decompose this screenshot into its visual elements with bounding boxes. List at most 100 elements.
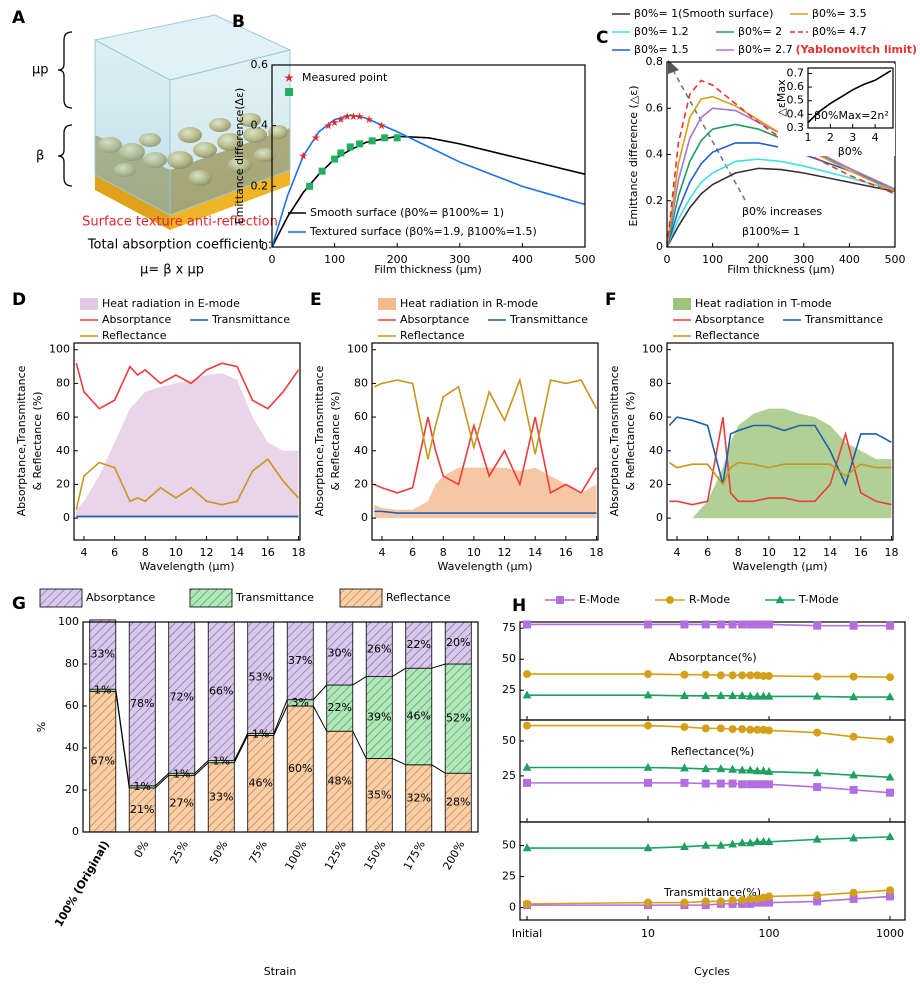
marker xyxy=(523,721,532,730)
value-label: 39% xyxy=(367,711,391,724)
marker xyxy=(306,182,314,190)
layer-label: β xyxy=(36,149,44,164)
legend-label: Absorptance xyxy=(695,313,765,326)
marker xyxy=(701,779,710,788)
line xyxy=(527,836,891,849)
marker xyxy=(753,671,762,680)
marker xyxy=(522,690,532,699)
marker xyxy=(368,137,376,145)
subplot-title: Transmittance(%) xyxy=(663,886,761,899)
y-tick-label: 0 xyxy=(361,511,368,524)
marker xyxy=(737,765,747,774)
marker xyxy=(522,762,532,771)
annotation: β100%= 1 xyxy=(742,225,800,238)
marker xyxy=(738,671,747,680)
connector xyxy=(233,735,249,763)
y-tick-label: 0.2 xyxy=(251,179,269,192)
marker xyxy=(701,840,711,849)
marker xyxy=(746,725,755,734)
y-tick-label: 0 xyxy=(656,240,663,253)
bar-segment xyxy=(405,667,433,766)
y-tick-label: 25 xyxy=(502,683,516,696)
marker xyxy=(728,779,737,788)
marker xyxy=(523,778,532,787)
legend-symbol xyxy=(39,588,83,608)
value-label: 30% xyxy=(328,647,352,660)
marker xyxy=(716,671,725,680)
legend-symbol xyxy=(775,595,785,604)
marker xyxy=(764,691,774,700)
marker xyxy=(342,112,352,121)
legend-symbol xyxy=(673,298,691,310)
connector xyxy=(194,762,209,776)
connector xyxy=(115,689,130,786)
marker xyxy=(716,779,725,788)
line xyxy=(527,766,891,779)
bar-segment xyxy=(286,705,314,833)
marker xyxy=(886,621,895,630)
legend-symbol xyxy=(378,298,396,310)
x-tick-label: 10 xyxy=(169,546,183,559)
marker xyxy=(701,764,711,773)
y-axis-label: Absorptance,Transmittance xyxy=(608,365,621,516)
marker xyxy=(886,735,895,744)
line xyxy=(527,694,891,698)
x-tick-label: 12 xyxy=(793,546,807,559)
x-tick-label: 400 xyxy=(839,253,860,266)
marker xyxy=(764,766,774,775)
legend-label: β0%= 3.5 xyxy=(812,7,867,20)
line xyxy=(668,461,892,486)
legend-label: β0%= 4.7 xyxy=(812,25,867,38)
x-tick-label: 100% (Original) xyxy=(52,839,112,930)
marker xyxy=(753,894,762,903)
x-tick-label: 12 xyxy=(498,546,512,559)
x-tick-label: 4 xyxy=(80,546,87,559)
legend-label: Transmittance xyxy=(804,313,883,326)
marker xyxy=(701,897,710,906)
plot-frame xyxy=(807,67,894,129)
marker xyxy=(644,778,653,787)
area xyxy=(669,408,892,519)
y-tick-label: 20 xyxy=(56,477,70,490)
bar-segment xyxy=(89,619,117,690)
legend-label: Absorptance xyxy=(86,591,156,604)
marker xyxy=(812,834,822,843)
connector xyxy=(194,760,209,774)
subplot-title: Absorptance(%) xyxy=(668,651,756,664)
annotation: β0%Max=2n² xyxy=(814,109,889,122)
y-axis-label: Emittance difference (△ε) xyxy=(627,85,640,226)
marker xyxy=(337,149,345,157)
y-tick-label: 100 xyxy=(347,343,368,356)
bar-segment xyxy=(168,774,196,833)
marker xyxy=(523,899,532,908)
marker xyxy=(680,670,689,679)
value-label: 1% xyxy=(213,755,230,768)
marker xyxy=(765,671,774,680)
plot-frame xyxy=(519,821,906,921)
y-tick-label: 60 xyxy=(56,410,70,423)
marker xyxy=(381,134,389,142)
marker xyxy=(813,783,822,792)
legend-label: Reflectance xyxy=(102,329,167,342)
legend-symbol xyxy=(666,596,674,604)
marker xyxy=(716,764,726,773)
marker xyxy=(849,672,858,681)
y-tick-label: 20 xyxy=(649,477,663,490)
connector xyxy=(273,699,288,734)
y-axis-label: % xyxy=(35,722,48,732)
marker xyxy=(523,620,532,629)
connector xyxy=(233,733,249,761)
marker xyxy=(701,691,711,700)
marker xyxy=(813,621,822,630)
panel-letter: C xyxy=(596,28,608,48)
value-label: 60% xyxy=(288,762,312,775)
x-tick-label: 1000 xyxy=(876,927,904,940)
bracket xyxy=(57,31,73,109)
plot-frame xyxy=(82,621,479,833)
value-label: 66% xyxy=(209,684,233,697)
y-tick-label: 60 xyxy=(354,410,368,423)
marker xyxy=(523,670,532,679)
marker xyxy=(765,620,774,629)
connector xyxy=(392,758,406,766)
marker xyxy=(644,620,653,629)
